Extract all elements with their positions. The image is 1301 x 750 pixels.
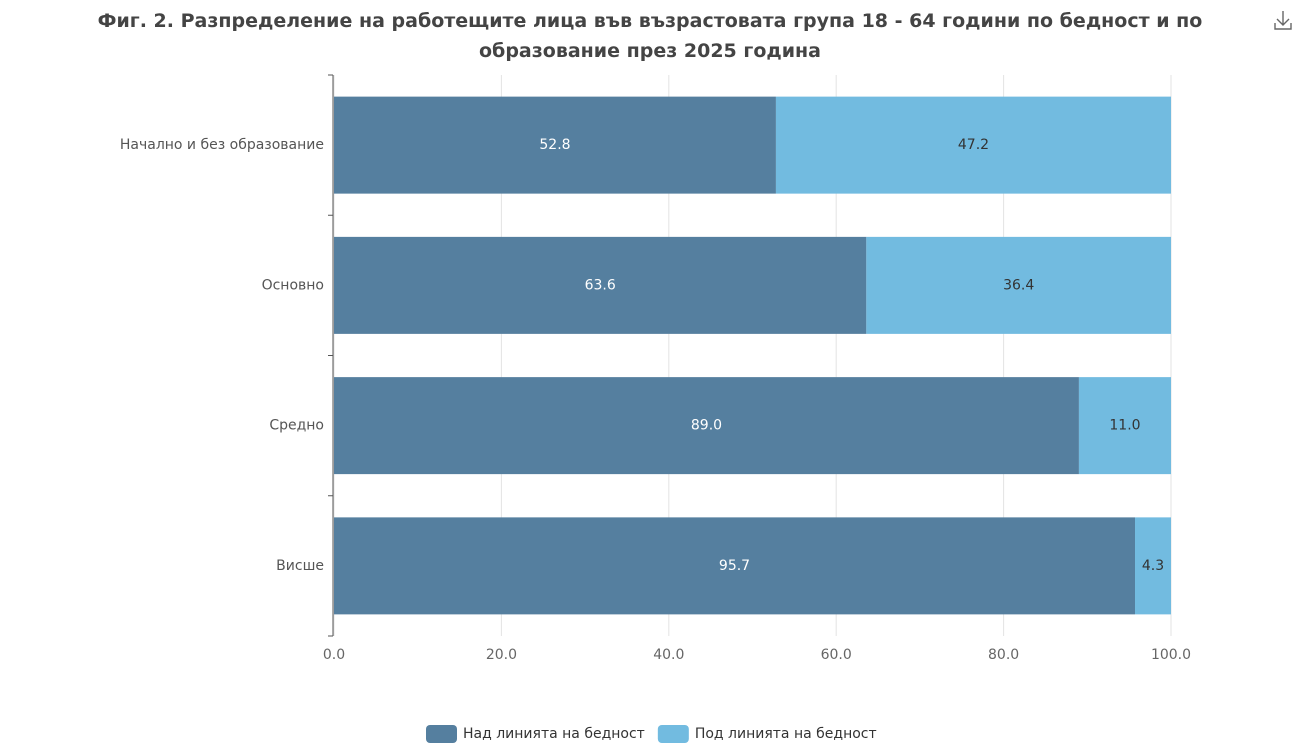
x-tick-label: 60.0 bbox=[821, 647, 852, 663]
download-button[interactable] bbox=[1274, 11, 1292, 30]
bar-segment bbox=[866, 236, 1171, 334]
x-tick-label: 100.0 bbox=[1151, 647, 1191, 663]
x-tick-label: 80.0 bbox=[988, 647, 1019, 663]
value-label: 36.4 bbox=[1003, 277, 1034, 293]
value-label: 4.3 bbox=[1142, 558, 1164, 574]
y-tick-label: Начално и без образование bbox=[120, 137, 324, 153]
bar-segment bbox=[1078, 377, 1171, 475]
y-tick-label: Основно bbox=[262, 277, 324, 293]
legend-label: Под линията на бедност bbox=[695, 726, 877, 742]
download-icon[interactable] bbox=[1274, 11, 1292, 30]
value-label: 63.6 bbox=[585, 277, 616, 293]
y-tick-label: Средно bbox=[269, 418, 324, 434]
legend-swatch bbox=[657, 725, 689, 743]
legend-label: Над линията на бедност bbox=[463, 726, 645, 742]
value-label: 95.7 bbox=[719, 558, 750, 574]
y-tick-label: Висше bbox=[276, 558, 324, 574]
bar-segment bbox=[334, 377, 1079, 475]
bar-segment bbox=[334, 517, 1136, 615]
x-tick-label: 20.0 bbox=[486, 647, 517, 663]
bar-segment bbox=[775, 96, 1171, 194]
bar-segment bbox=[334, 96, 776, 194]
legend-swatch bbox=[426, 725, 457, 743]
x-tick-label: 0.0 bbox=[323, 647, 345, 663]
value-label: 52.8 bbox=[539, 137, 570, 153]
x-tick-label: 40.0 bbox=[653, 647, 684, 663]
value-label: 47.2 bbox=[958, 137, 989, 153]
value-label: 89.0 bbox=[691, 418, 722, 434]
chart-title: Фиг. 2. Разпределение на работещите лица… bbox=[97, 10, 1203, 62]
bar-segment bbox=[334, 236, 867, 334]
bar-segment bbox=[1135, 517, 1171, 615]
value-label: 11.0 bbox=[1109, 418, 1140, 434]
